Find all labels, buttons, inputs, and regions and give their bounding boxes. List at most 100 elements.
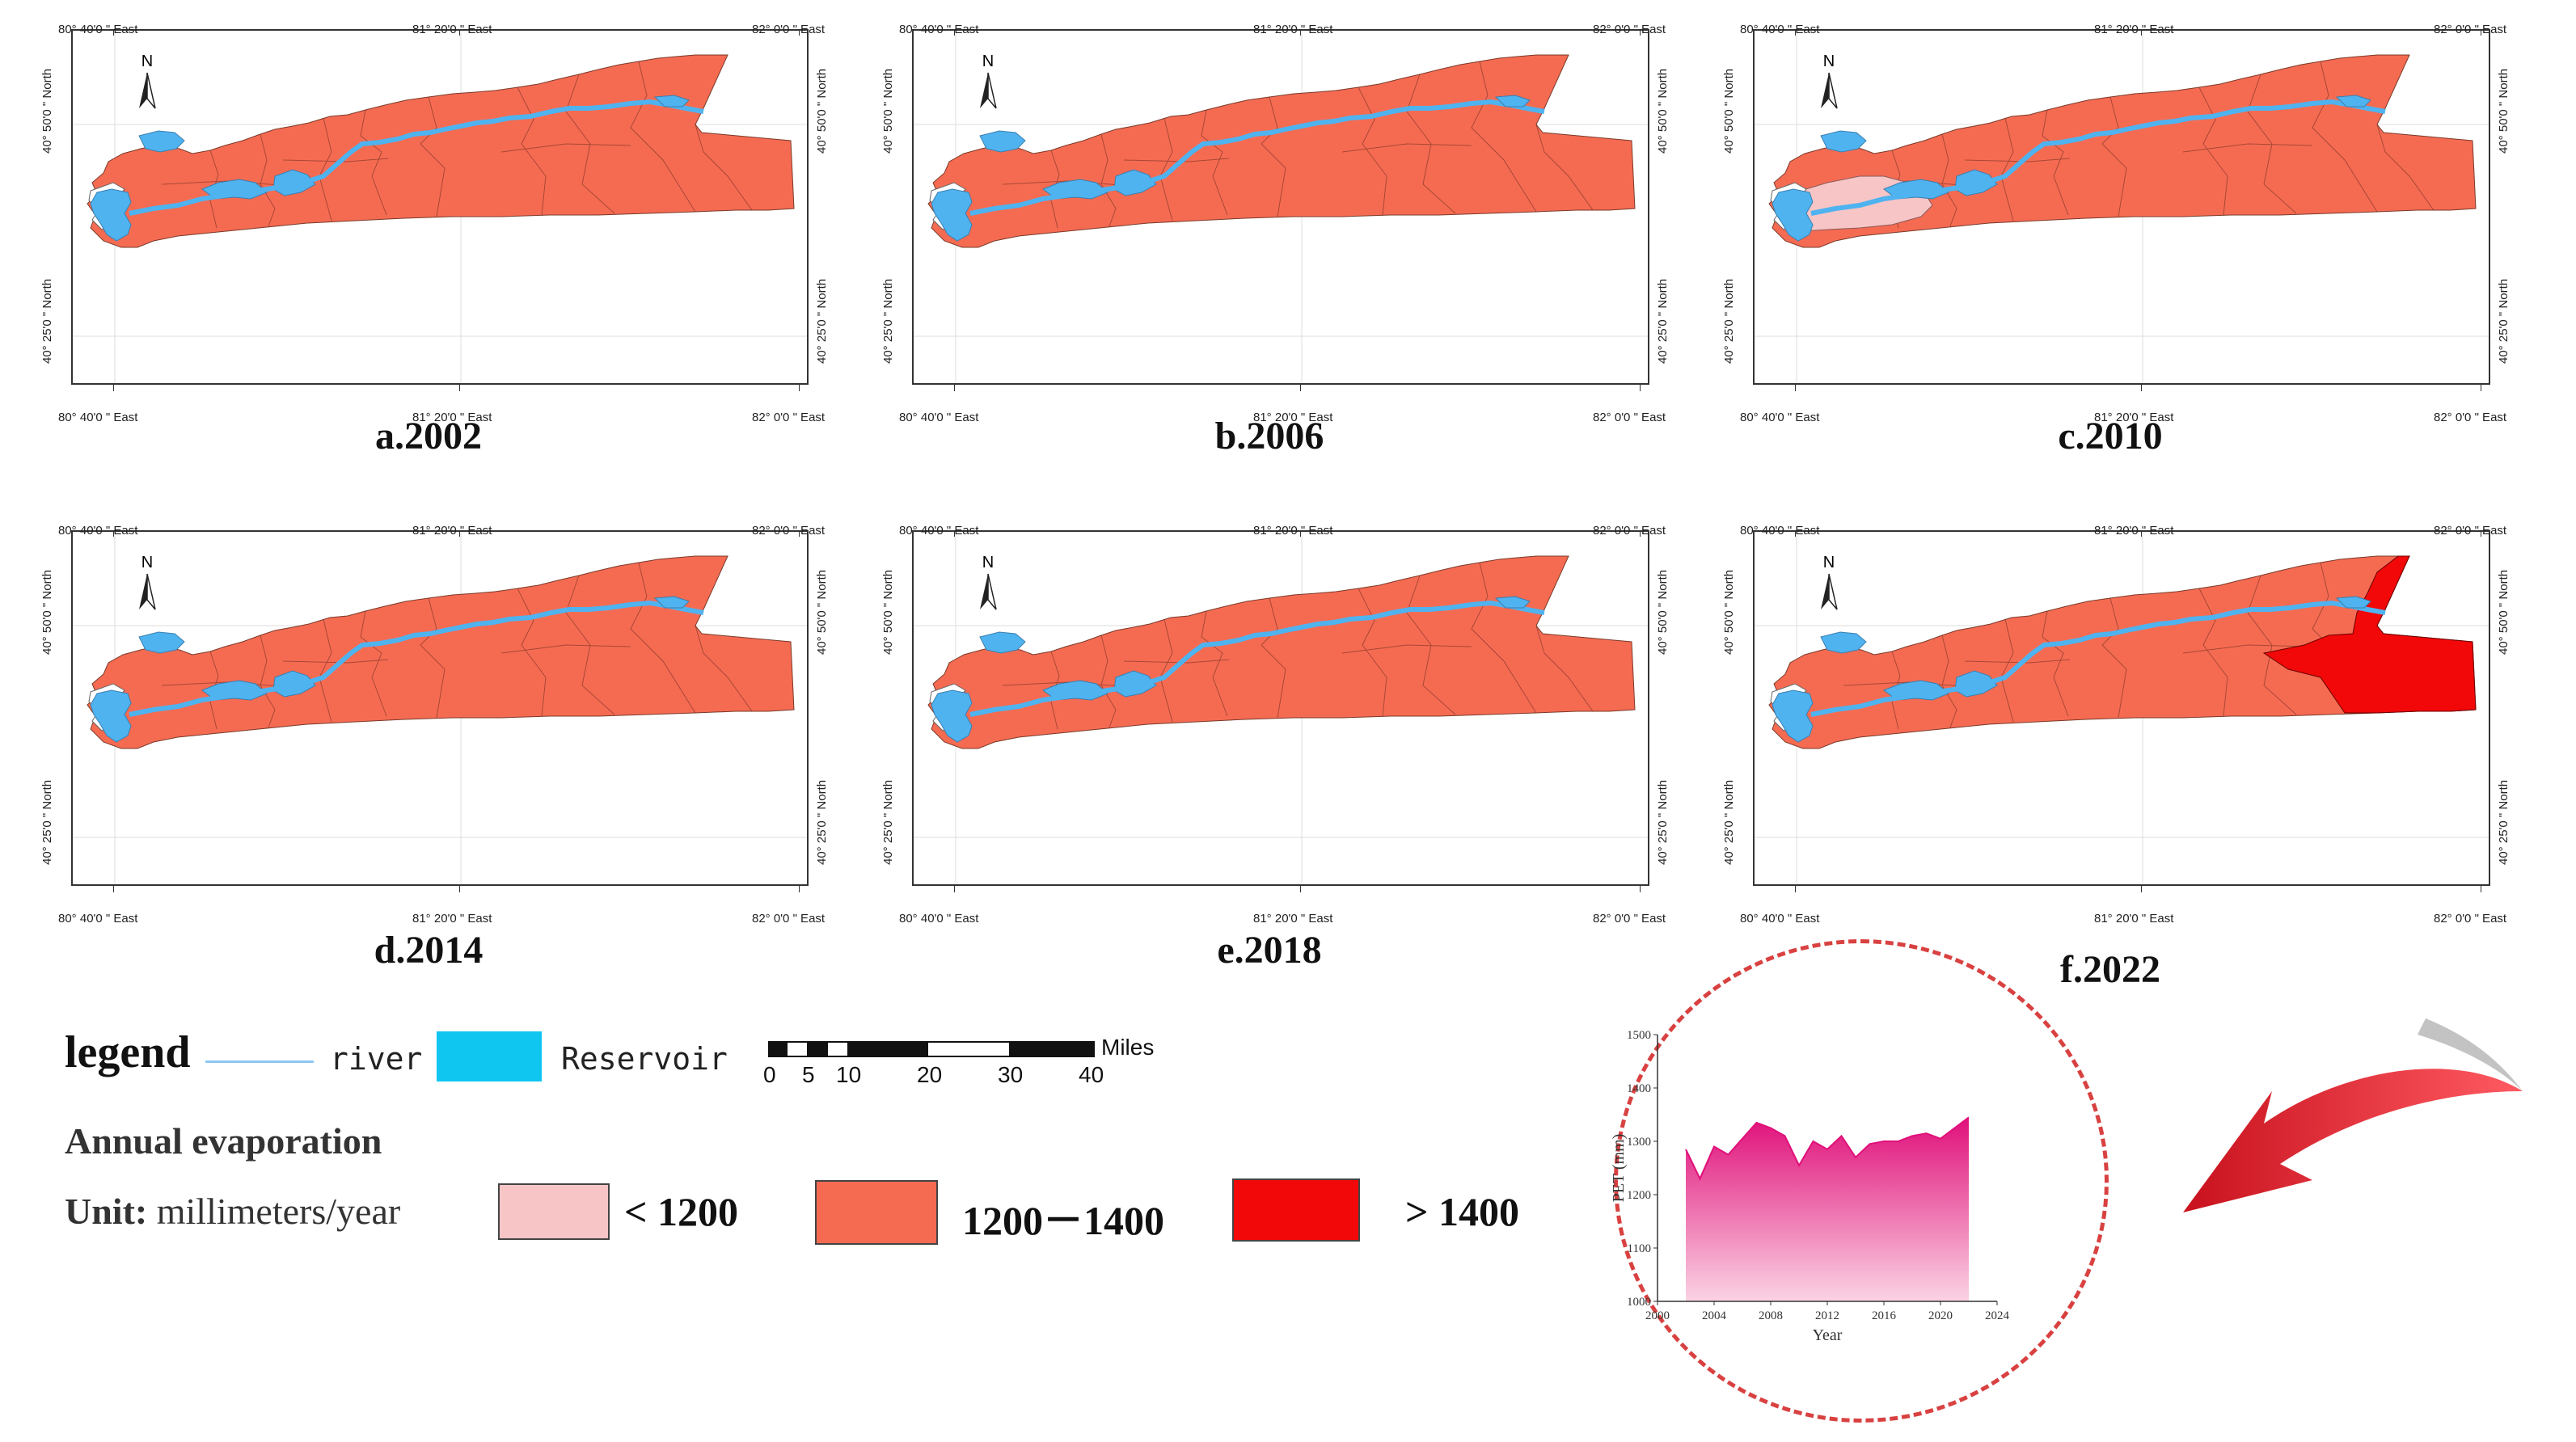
north-arrow: N [1821, 53, 1838, 109]
map-svg: N [73, 532, 807, 884]
unit-line: Unit: millimeters/year [65, 1190, 400, 1233]
longitude-label-bottom: 80° 40'0 " East [1740, 912, 1820, 925]
north-label: N [141, 554, 153, 571]
river-line [969, 600, 1545, 717]
map-content [1768, 54, 2477, 248]
latitude-label-left: 40° 25'0 " North [881, 779, 895, 865]
map-frame: N [912, 530, 1649, 886]
longitude-tick [2141, 385, 2142, 391]
longitude-tick [1795, 29, 1796, 36]
longitude-tick [1300, 530, 1301, 537]
longitude-tick [799, 29, 800, 36]
latitude-label-right: 40° 25'0 " North [2497, 278, 2511, 364]
map-svg: N [73, 31, 807, 383]
map-content [927, 54, 1636, 248]
map-panel: N 80° 40'0 " East 81° 20'0 " East 82° 0'0 … [32, 0, 829, 475]
longitude-label-bottom: 82° 0'0 " East [1593, 411, 1666, 424]
river-line [129, 600, 704, 717]
longitude-tick [1300, 29, 1301, 36]
latitude-label-left: 40° 25'0 " North [40, 779, 54, 865]
latitude-label-right: 40° 25'0 " North [815, 779, 829, 865]
longitude-tick [1300, 886, 1301, 892]
region-mid [927, 54, 1636, 248]
longitude-tick [1795, 530, 1796, 537]
longitude-tick [459, 29, 460, 36]
x-tick-label: 2008 [1759, 1309, 1783, 1322]
longitude-label-top: 82° 0'0 " East [2434, 23, 2507, 36]
latitude-label-left: 40° 25'0 " North [1722, 779, 1736, 865]
north-arrow: N [980, 554, 997, 610]
longitude-label-top: 80° 40'0 " East [899, 23, 979, 36]
latitude-label-right: 40° 50'0 " North [2497, 68, 2511, 154]
scale-tick: 30 [998, 1062, 1024, 1087]
panel-caption: d.2014 [374, 929, 484, 972]
river-line [1810, 99, 2386, 216]
longitude-label-bottom: 82° 0'0 " East [2434, 411, 2507, 424]
scale-tick: 20 [917, 1062, 943, 1087]
map-frame: N [1753, 530, 2490, 886]
map-panel: N 80° 40'0 " East 81° 20'0 " East 82° 0'0 … [873, 501, 1670, 976]
y-tick-label: 1400 [1627, 1082, 1651, 1095]
longitude-label-top: 81° 20'0 " East [2094, 23, 2174, 36]
y-tick-label: 1000 [1627, 1296, 1651, 1309]
longitude-label-top: 82° 0'0 " East [1593, 23, 1666, 36]
river-reservoir [1494, 596, 1531, 609]
longitude-tick [113, 530, 114, 537]
region-mid [927, 555, 1636, 749]
longitude-label-top: 81° 20'0 " East [1253, 524, 1333, 538]
longitude-tick [799, 530, 800, 537]
annual-evaporation-title: Annual evaporation [65, 1120, 382, 1162]
longitude-tick [1640, 29, 1641, 36]
longitude-tick [113, 29, 114, 36]
map-frame: N [71, 29, 809, 385]
scale-unit: Miles [1101, 1035, 1155, 1060]
longitude-label-top: 82° 0'0 " East [2434, 524, 2507, 538]
latitude-label-left: 40° 50'0 " North [1722, 569, 1736, 655]
map-panel: N 80° 40'0 " East 81° 20'0 " East 82° 0'0 … [1714, 0, 2511, 475]
x-tick-label: 2000 [1645, 1309, 1670, 1322]
map-svg: N [914, 31, 1648, 383]
longitude-label-bottom: 80° 40'0 " East [899, 912, 979, 925]
map-panel: N 80° 40'0 " East 81° 20'0 " East 82° 0'0 … [32, 501, 829, 976]
latitude-label-left: 40° 25'0 " North [1722, 278, 1736, 364]
scale-tick: 40 [1079, 1062, 1104, 1087]
longitude-label-top: 81° 20'0 " East [2094, 524, 2174, 538]
x-tick-label: 2020 [1928, 1309, 1953, 1322]
x-tick-label: 2012 [1815, 1309, 1839, 1322]
map-content [87, 54, 795, 248]
map-content [87, 555, 795, 749]
river-reservoir [1494, 95, 1531, 108]
scale-tick: 0 [763, 1062, 776, 1087]
longitude-label-top: 81° 20'0 " East [412, 524, 492, 538]
river-reservoir [2335, 596, 2371, 609]
district-boundaries [1843, 61, 2435, 229]
reservoir-legend-swatch [437, 1031, 542, 1082]
latitude-label-left: 40° 50'0 " North [40, 68, 54, 154]
north-arrow: N [139, 554, 156, 610]
longitude-label-top: 81° 20'0 " East [412, 23, 492, 36]
unit-label: Unit: [65, 1191, 148, 1232]
longitude-label-top: 80° 40'0 " East [58, 524, 138, 538]
longitude-label-bottom: 80° 40'0 " East [1740, 411, 1820, 424]
north-label: N [1823, 53, 1835, 70]
map-panel: N 80° 40'0 " East 81° 20'0 " East 82° 0'0 … [873, 0, 1670, 475]
latitude-label-left: 40° 50'0 " North [881, 68, 895, 154]
y-tick-label: 1100 [1628, 1242, 1651, 1255]
scale-bar [768, 1041, 1096, 1057]
latitude-label-left: 40° 50'0 " North [1722, 68, 1736, 154]
pet-area [1686, 1117, 1969, 1301]
longitude-label-bottom: 82° 0'0 " East [752, 411, 826, 424]
y-tick-label: 1300 [1627, 1136, 1651, 1149]
legend-title: legend [65, 1027, 191, 1077]
scale-tick: 5 [802, 1062, 815, 1087]
region-mid [87, 54, 795, 248]
longitude-tick [2141, 530, 2142, 537]
latitude-label-left: 40° 25'0 " North [881, 278, 895, 364]
map-panel: N 80° 40'0 " East 81° 20'0 " East 82° 0'0 … [1714, 501, 2511, 991]
longitude-label-bottom: 80° 40'0 " East [899, 411, 979, 424]
longitude-label-top: 82° 0'0 " East [1593, 524, 1666, 538]
map-svg: N [1755, 532, 2489, 884]
river-line [969, 99, 1545, 216]
north-arrow: N [980, 53, 997, 109]
map-content [1768, 555, 2477, 749]
